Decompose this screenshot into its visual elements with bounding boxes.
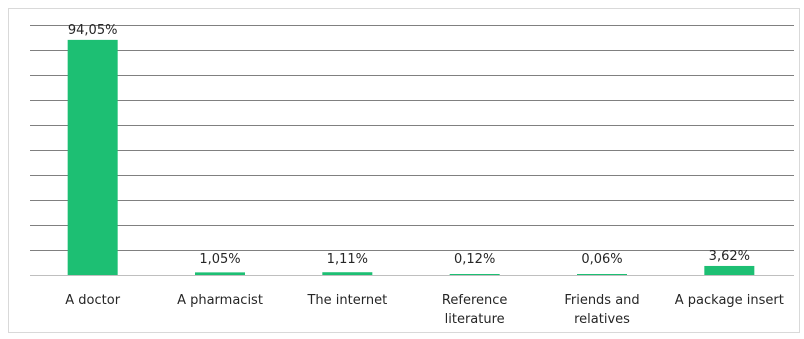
category-label-line: A package insert <box>675 293 784 308</box>
category-label: A pharmacist <box>177 293 263 308</box>
category-label-line: The internet <box>306 293 387 308</box>
category-label-line: relatives <box>574 312 630 327</box>
bar <box>704 265 755 275</box>
category-label: The internet <box>306 293 387 308</box>
bar <box>67 39 118 275</box>
bar <box>322 272 373 275</box>
bar <box>449 274 500 275</box>
category-label-line: A pharmacist <box>177 293 263 308</box>
category-label-line: literature <box>445 312 505 327</box>
data-label: 1,11% <box>327 252 368 267</box>
category-label-line: A doctor <box>65 293 120 308</box>
category-label-line: Reference <box>442 293 507 308</box>
category-label: A package insert <box>675 293 784 308</box>
category-label: Friends and relatives <box>564 293 639 327</box>
data-label: 3,62% <box>709 249 750 264</box>
data-label: 0,12% <box>454 252 495 267</box>
bar <box>577 274 627 275</box>
category-label: Reference literature <box>442 293 507 327</box>
data-label: 0,06% <box>581 252 622 267</box>
gridlines <box>30 25 794 276</box>
category-label: A doctor <box>65 293 120 308</box>
bar <box>195 272 245 275</box>
data-label: 1,05% <box>199 252 240 267</box>
data-labels: 94,05% 1,05% 1,11% 0,12% 0,06% 3,62% <box>68 23 750 267</box>
bars <box>67 39 755 275</box>
chart-frame <box>8 8 800 333</box>
data-label: 94,05% <box>68 23 118 38</box>
category-label-line: Friends and <box>564 293 639 308</box>
category-labels: A doctor A pharmacist The internet Referenc… <box>65 293 784 327</box>
